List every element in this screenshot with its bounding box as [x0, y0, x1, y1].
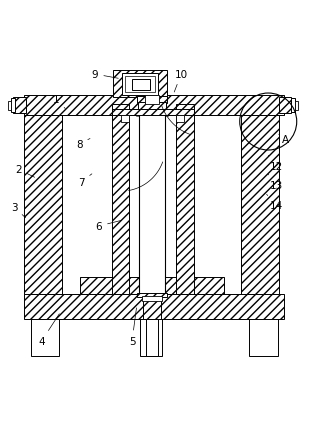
Bar	[129, 105, 176, 294]
Bar	[122, 74, 158, 95]
Bar	[125, 77, 155, 93]
Text: 8: 8	[76, 139, 90, 149]
Bar	[249, 318, 278, 356]
Bar	[24, 95, 284, 116]
Bar	[291, 99, 295, 113]
Text: 1: 1	[53, 95, 65, 109]
Bar	[241, 116, 279, 294]
Bar	[112, 105, 129, 294]
Bar	[112, 110, 194, 116]
Bar	[24, 116, 62, 294]
Text: 10: 10	[174, 70, 188, 93]
Bar	[295, 102, 298, 111]
Text: 13: 13	[268, 175, 283, 191]
Text: A: A	[279, 135, 289, 145]
Bar	[8, 102, 11, 111]
Bar	[31, 318, 59, 356]
Text: 14: 14	[267, 195, 283, 211]
Text: 3: 3	[11, 203, 25, 218]
Bar	[139, 105, 165, 294]
Bar	[146, 318, 158, 356]
Bar	[137, 97, 167, 103]
Bar	[132, 79, 149, 91]
Text: 12: 12	[268, 156, 283, 171]
Bar	[140, 318, 162, 356]
Bar	[145, 95, 159, 105]
Text: 9: 9	[92, 70, 118, 80]
Bar	[279, 98, 291, 114]
Bar	[137, 293, 167, 297]
Bar	[62, 116, 241, 294]
Bar	[11, 99, 15, 113]
Bar	[80, 277, 224, 294]
Bar	[13, 98, 26, 114]
Text: 6: 6	[95, 221, 121, 231]
Bar	[138, 103, 166, 110]
Text: 2: 2	[15, 164, 35, 178]
Text: 4: 4	[38, 314, 59, 346]
Bar	[24, 294, 284, 320]
Bar	[176, 105, 194, 294]
Bar	[176, 115, 184, 122]
Bar	[121, 115, 129, 122]
Bar	[113, 71, 167, 98]
Text: 7: 7	[78, 174, 92, 187]
Bar	[143, 293, 161, 320]
Bar	[142, 296, 162, 302]
Text: 5: 5	[129, 308, 136, 346]
